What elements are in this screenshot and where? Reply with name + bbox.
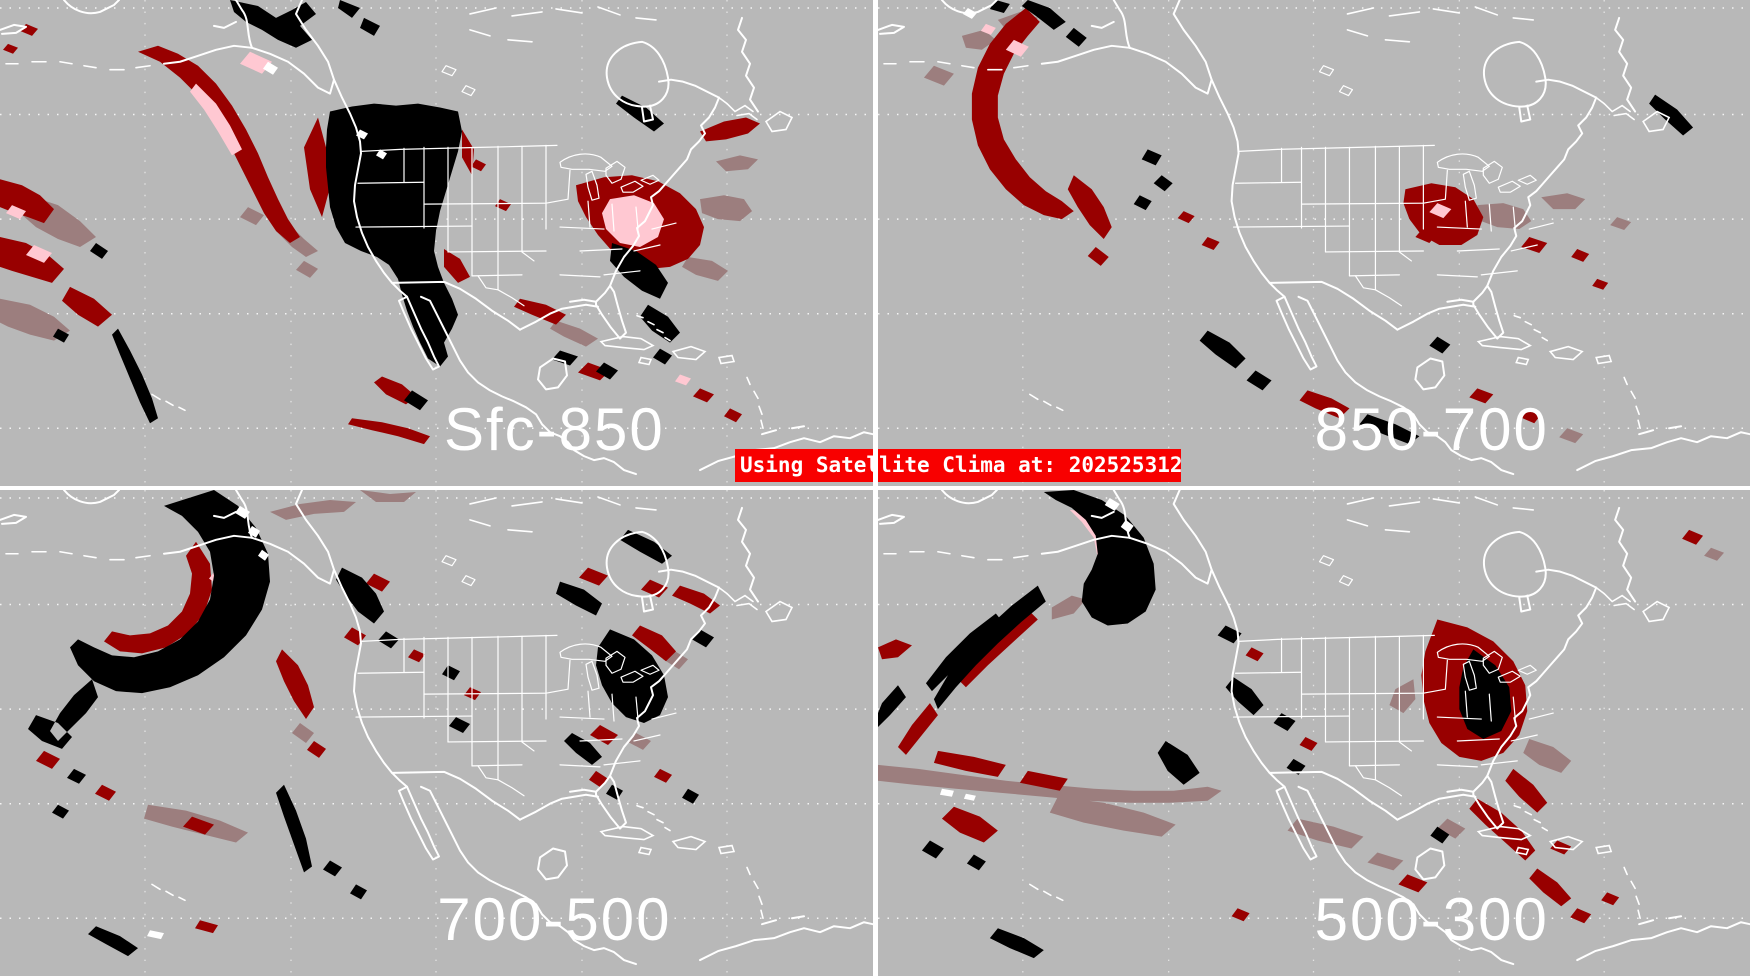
cloud-blobs-700-500 bbox=[28, 490, 720, 957]
panel-700-500: 700-500 bbox=[0, 490, 873, 976]
panel-500-300: 500-300 bbox=[878, 490, 1750, 976]
panel-850-700: 850-700 bbox=[878, 0, 1750, 486]
panel-label-500-300: 500-300 bbox=[1314, 886, 1549, 953]
panel-label-sfc-850: Sfc-850 bbox=[443, 396, 665, 463]
cloud-blobs-500-300 bbox=[878, 490, 1725, 959]
panel-label-700-500: 700-500 bbox=[437, 886, 672, 953]
panel-divider-vertical bbox=[873, 0, 878, 976]
panel-sfc-850: Sfc-850 bbox=[0, 0, 873, 486]
map-svg-700-500 bbox=[0, 490, 873, 976]
cloud-blobs-850-700 bbox=[923, 0, 1694, 445]
map-svg-sfc-850 bbox=[0, 0, 873, 486]
cloud-blobs-sfc-850 bbox=[0, 0, 760, 445]
map-svg-850-700 bbox=[878, 0, 1750, 486]
panel-label-850-700: 850-700 bbox=[1314, 396, 1549, 463]
map-svg-500-300 bbox=[878, 490, 1750, 976]
status-banner: Using Satellite Clima at: 202525312 bbox=[735, 449, 1183, 482]
